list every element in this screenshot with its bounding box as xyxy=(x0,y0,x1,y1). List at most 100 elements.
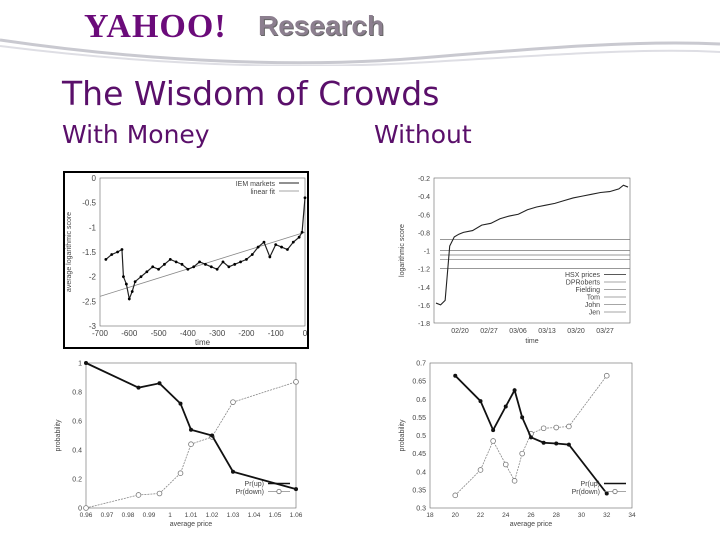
pr-down-point xyxy=(156,490,163,497)
iem-point xyxy=(120,248,124,251)
iem-point xyxy=(209,265,213,269)
pr-up-point xyxy=(566,442,571,447)
iem-point xyxy=(297,235,301,239)
left-subtitle: With Money xyxy=(62,120,210,149)
iem-point xyxy=(227,265,231,269)
iem-point xyxy=(262,240,266,244)
pr-up-point xyxy=(453,373,458,378)
x-tick-label: 1.06 xyxy=(290,512,303,519)
pr-up-point xyxy=(529,435,533,440)
legend-label: HSX prices xyxy=(565,272,601,279)
pr-up-point xyxy=(520,415,525,420)
yahoo-logo: YAHOO! xyxy=(84,8,227,45)
pr-up-point xyxy=(84,361,88,365)
iem-point xyxy=(233,262,237,266)
y-tick-label: 0.6 xyxy=(416,397,426,404)
y-tick-label: -1.5 xyxy=(82,248,96,257)
x-tick-label: 02/27 xyxy=(480,328,498,335)
y-tick-label: 0.8 xyxy=(72,390,82,397)
y-axis-label: logarithmic score xyxy=(399,224,406,277)
y-tick-label: -0.4 xyxy=(418,194,430,201)
x-tick-label: 0 xyxy=(303,329,308,338)
x-tick-label: 22 xyxy=(477,512,485,519)
header-swoosh xyxy=(0,38,720,66)
iem-point xyxy=(198,260,201,264)
x-tick-label: -500 xyxy=(151,329,168,338)
pr-down-point xyxy=(477,467,484,473)
x-tick-label: 26 xyxy=(527,512,535,519)
pr-up-point xyxy=(478,399,483,404)
chart-hsx-probability: 18 20 22 24 26 28 30 32 34 0.3 0.35 0.4 0.45 0.5 0.55 0… xyxy=(399,361,636,529)
x-tick-label: 1.04 xyxy=(248,512,261,519)
y-tick-label: 0.55 xyxy=(412,415,426,422)
x-tick-label: 03/13 xyxy=(538,328,556,335)
iem-point xyxy=(286,248,289,251)
pr-up-point xyxy=(136,385,141,390)
legend-label: Tom xyxy=(587,295,600,302)
iem-point xyxy=(133,280,137,283)
pr-down-point xyxy=(230,399,236,405)
plot-area xyxy=(85,362,297,509)
x-tick-label: 0.99 xyxy=(143,512,156,519)
x-tick-label: 03/06 xyxy=(509,328,527,335)
x-axis-label: time xyxy=(195,338,211,347)
y-tick-label: 0.7 xyxy=(416,361,426,368)
iem-point xyxy=(151,265,155,269)
chart-hsx-logscore: -0.2 -0.4 -0.6 -0.8 -1 -1.2 -1.4 -1.6 -1.8 02/20 0… xyxy=(399,176,631,345)
pr-up-point xyxy=(541,440,546,445)
x-tick-label: 0.96 xyxy=(80,512,93,519)
pr-down-line xyxy=(85,381,297,509)
x-tick-label: 32 xyxy=(603,512,611,519)
pr-down-point xyxy=(293,379,299,385)
x-tick-label: 1.02 xyxy=(206,512,219,519)
iem-point xyxy=(168,258,172,261)
y-tick-label: -1.8 xyxy=(418,321,430,328)
legend-label: DPRoberts xyxy=(566,280,601,287)
x-tick-label: 0.97 xyxy=(101,512,114,519)
pr-down-point xyxy=(135,492,142,498)
y-tick-label: -0.2 xyxy=(418,176,430,183)
y-tick-label: 0 xyxy=(92,174,97,183)
y-tick-label: 0.4 xyxy=(72,448,82,455)
pr-down-point xyxy=(553,424,560,431)
x-tick-label: 1.01 xyxy=(185,512,198,519)
pr-down-point xyxy=(452,492,459,499)
x-tick-label: -400 xyxy=(180,329,197,338)
y-tick-label: -1.6 xyxy=(418,303,430,310)
pr-down-point xyxy=(511,478,518,484)
iem-point xyxy=(127,297,131,301)
hsx-series-line xyxy=(435,184,629,306)
pr-down-point xyxy=(540,425,547,432)
iem-point xyxy=(174,260,178,264)
iem-point xyxy=(157,267,160,271)
y-tick-label: 0.35 xyxy=(412,487,426,494)
y-tick-label: 0.3 xyxy=(416,506,426,513)
x-tick-label: 1 xyxy=(168,512,172,519)
y-axis-label: probability xyxy=(55,419,62,451)
iem-point xyxy=(245,258,248,261)
y-tick-label: -0.8 xyxy=(418,230,430,237)
slide-title: The Wisdom of Crowds xyxy=(62,74,440,113)
chart-frame xyxy=(63,171,309,349)
pr-up-line xyxy=(85,362,297,491)
iem-point xyxy=(130,290,134,293)
y-tick-label: -1 xyxy=(424,249,430,256)
x-tick-label: 24 xyxy=(502,512,510,519)
x-tick-label: 34 xyxy=(628,512,636,519)
pr-up-point xyxy=(210,433,214,438)
pr-up-point xyxy=(231,469,235,474)
y-tick-label: 0.6 xyxy=(72,419,82,426)
plot-area xyxy=(99,177,306,327)
iem-point xyxy=(110,253,114,256)
pr-up-point xyxy=(294,487,298,492)
research-label: Research xyxy=(258,10,385,41)
y-axis-label: average logarithmic score xyxy=(66,212,73,292)
x-tick-label: -600 xyxy=(121,329,138,338)
legend-label-fit: linear fit xyxy=(250,189,275,196)
iem-point xyxy=(204,262,207,266)
iem-point xyxy=(221,260,225,264)
y-tick-label: -3 xyxy=(89,322,97,331)
legend-label: Fielding xyxy=(575,287,600,294)
pr-up-point xyxy=(178,401,183,406)
y-tick-label: -2.5 xyxy=(82,297,96,306)
